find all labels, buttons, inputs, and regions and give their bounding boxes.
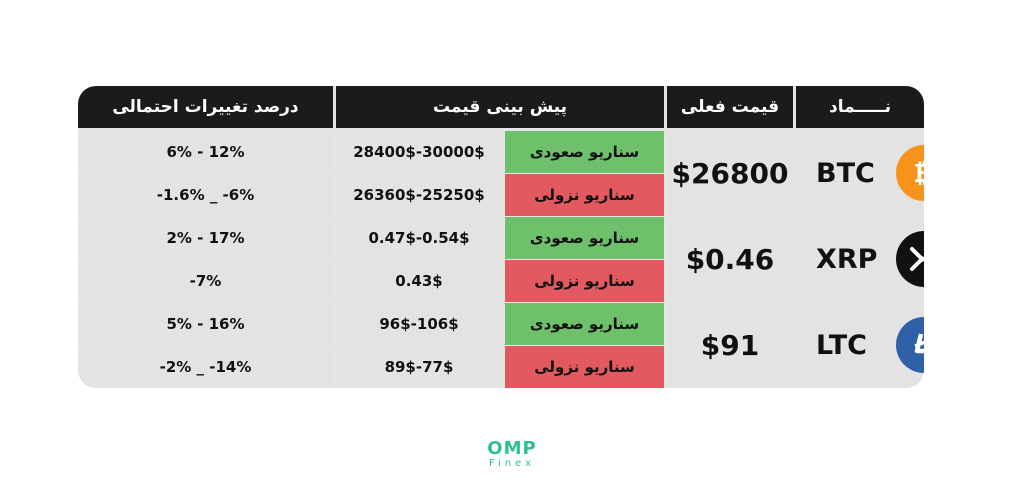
symbol-cell-ltc: LTC (796, 303, 924, 388)
symbol-label: LTC (816, 330, 867, 361)
header-percent-change: درصد تغییرات احتمالی (78, 86, 333, 128)
table-row: 6% - 12% 28400$-30000$ سناریو صعودی (78, 131, 924, 174)
scenario-bullish-badge: سناریو صعودی (505, 131, 664, 173)
percent-cell: 5% - 16% (78, 303, 333, 345)
symbol-cell-btc: BTC ₿ (796, 131, 924, 216)
percent-cell: -2% _ -14% (78, 346, 333, 388)
table-row: 5% - 16% 96$-106$ سناریو صعودی (78, 303, 924, 346)
percent-cell: 2% - 17% (78, 217, 333, 259)
current-price-xrp: $0.46 (667, 217, 793, 302)
scenario-bullish-badge: سناریو صعودی (505, 303, 664, 345)
symbol-label: BTC (816, 158, 875, 189)
svg-text:₿: ₿ (913, 159, 924, 189)
symbol-label: XRP (816, 244, 878, 275)
price-range-cell: 26360$-25250$ (336, 174, 502, 216)
header-price-prediction: پیش بینی قیمت (336, 86, 664, 128)
price-range-cell: 0.47$-0.54$ (336, 217, 502, 259)
price-range-cell: 28400$-30000$ (336, 131, 502, 173)
scenario-bullish-badge: سناریو صعودی (505, 217, 664, 259)
logo-sub-text: Finex (488, 458, 536, 469)
header-current-price: قیمت فعلی (667, 86, 793, 128)
omp-finex-logo: OMP Finex (462, 440, 562, 470)
table-row: -7% 0.43$ سناریو نزولی (78, 260, 924, 303)
header-symbol: نـــــماد (796, 86, 924, 128)
current-price-btc: $26800 (667, 131, 793, 216)
xrp-icon (896, 231, 924, 287)
crypto-prediction-table: درصد تغییرات احتمالی پیش بینی قیمت قیمت … (78, 86, 924, 388)
table-row: 2% - 17% 0.47$-0.54$ سناریو صعودی (78, 217, 924, 260)
price-range-cell: 96$-106$ (336, 303, 502, 345)
scenario-bearish-badge: سناریو نزولی (505, 174, 664, 216)
percent-cell: -1.6% _ -6% (78, 174, 333, 216)
scenario-bearish-badge: سناریو نزولی (505, 346, 664, 388)
symbol-cell-xrp: XRP (796, 217, 924, 302)
price-range-cell: 89$-77$ (336, 346, 502, 388)
table-row: -2% _ -14% 89$-77$ سناریو نزولی (78, 346, 924, 388)
bitcoin-icon: ₿ (896, 145, 924, 201)
current-price-ltc: $91 (667, 303, 793, 388)
scenario-bearish-badge: سناریو نزولی (505, 260, 664, 302)
table-row: -1.6% _ -6% 26360$-25250$ سناریو نزولی (78, 174, 924, 217)
price-range-cell: 0.43$ (336, 260, 502, 302)
logo-main-text: OMP (487, 438, 537, 459)
percent-cell: 6% - 12% (78, 131, 333, 173)
litecoin-icon (896, 317, 924, 373)
percent-cell: -7% (78, 260, 333, 302)
